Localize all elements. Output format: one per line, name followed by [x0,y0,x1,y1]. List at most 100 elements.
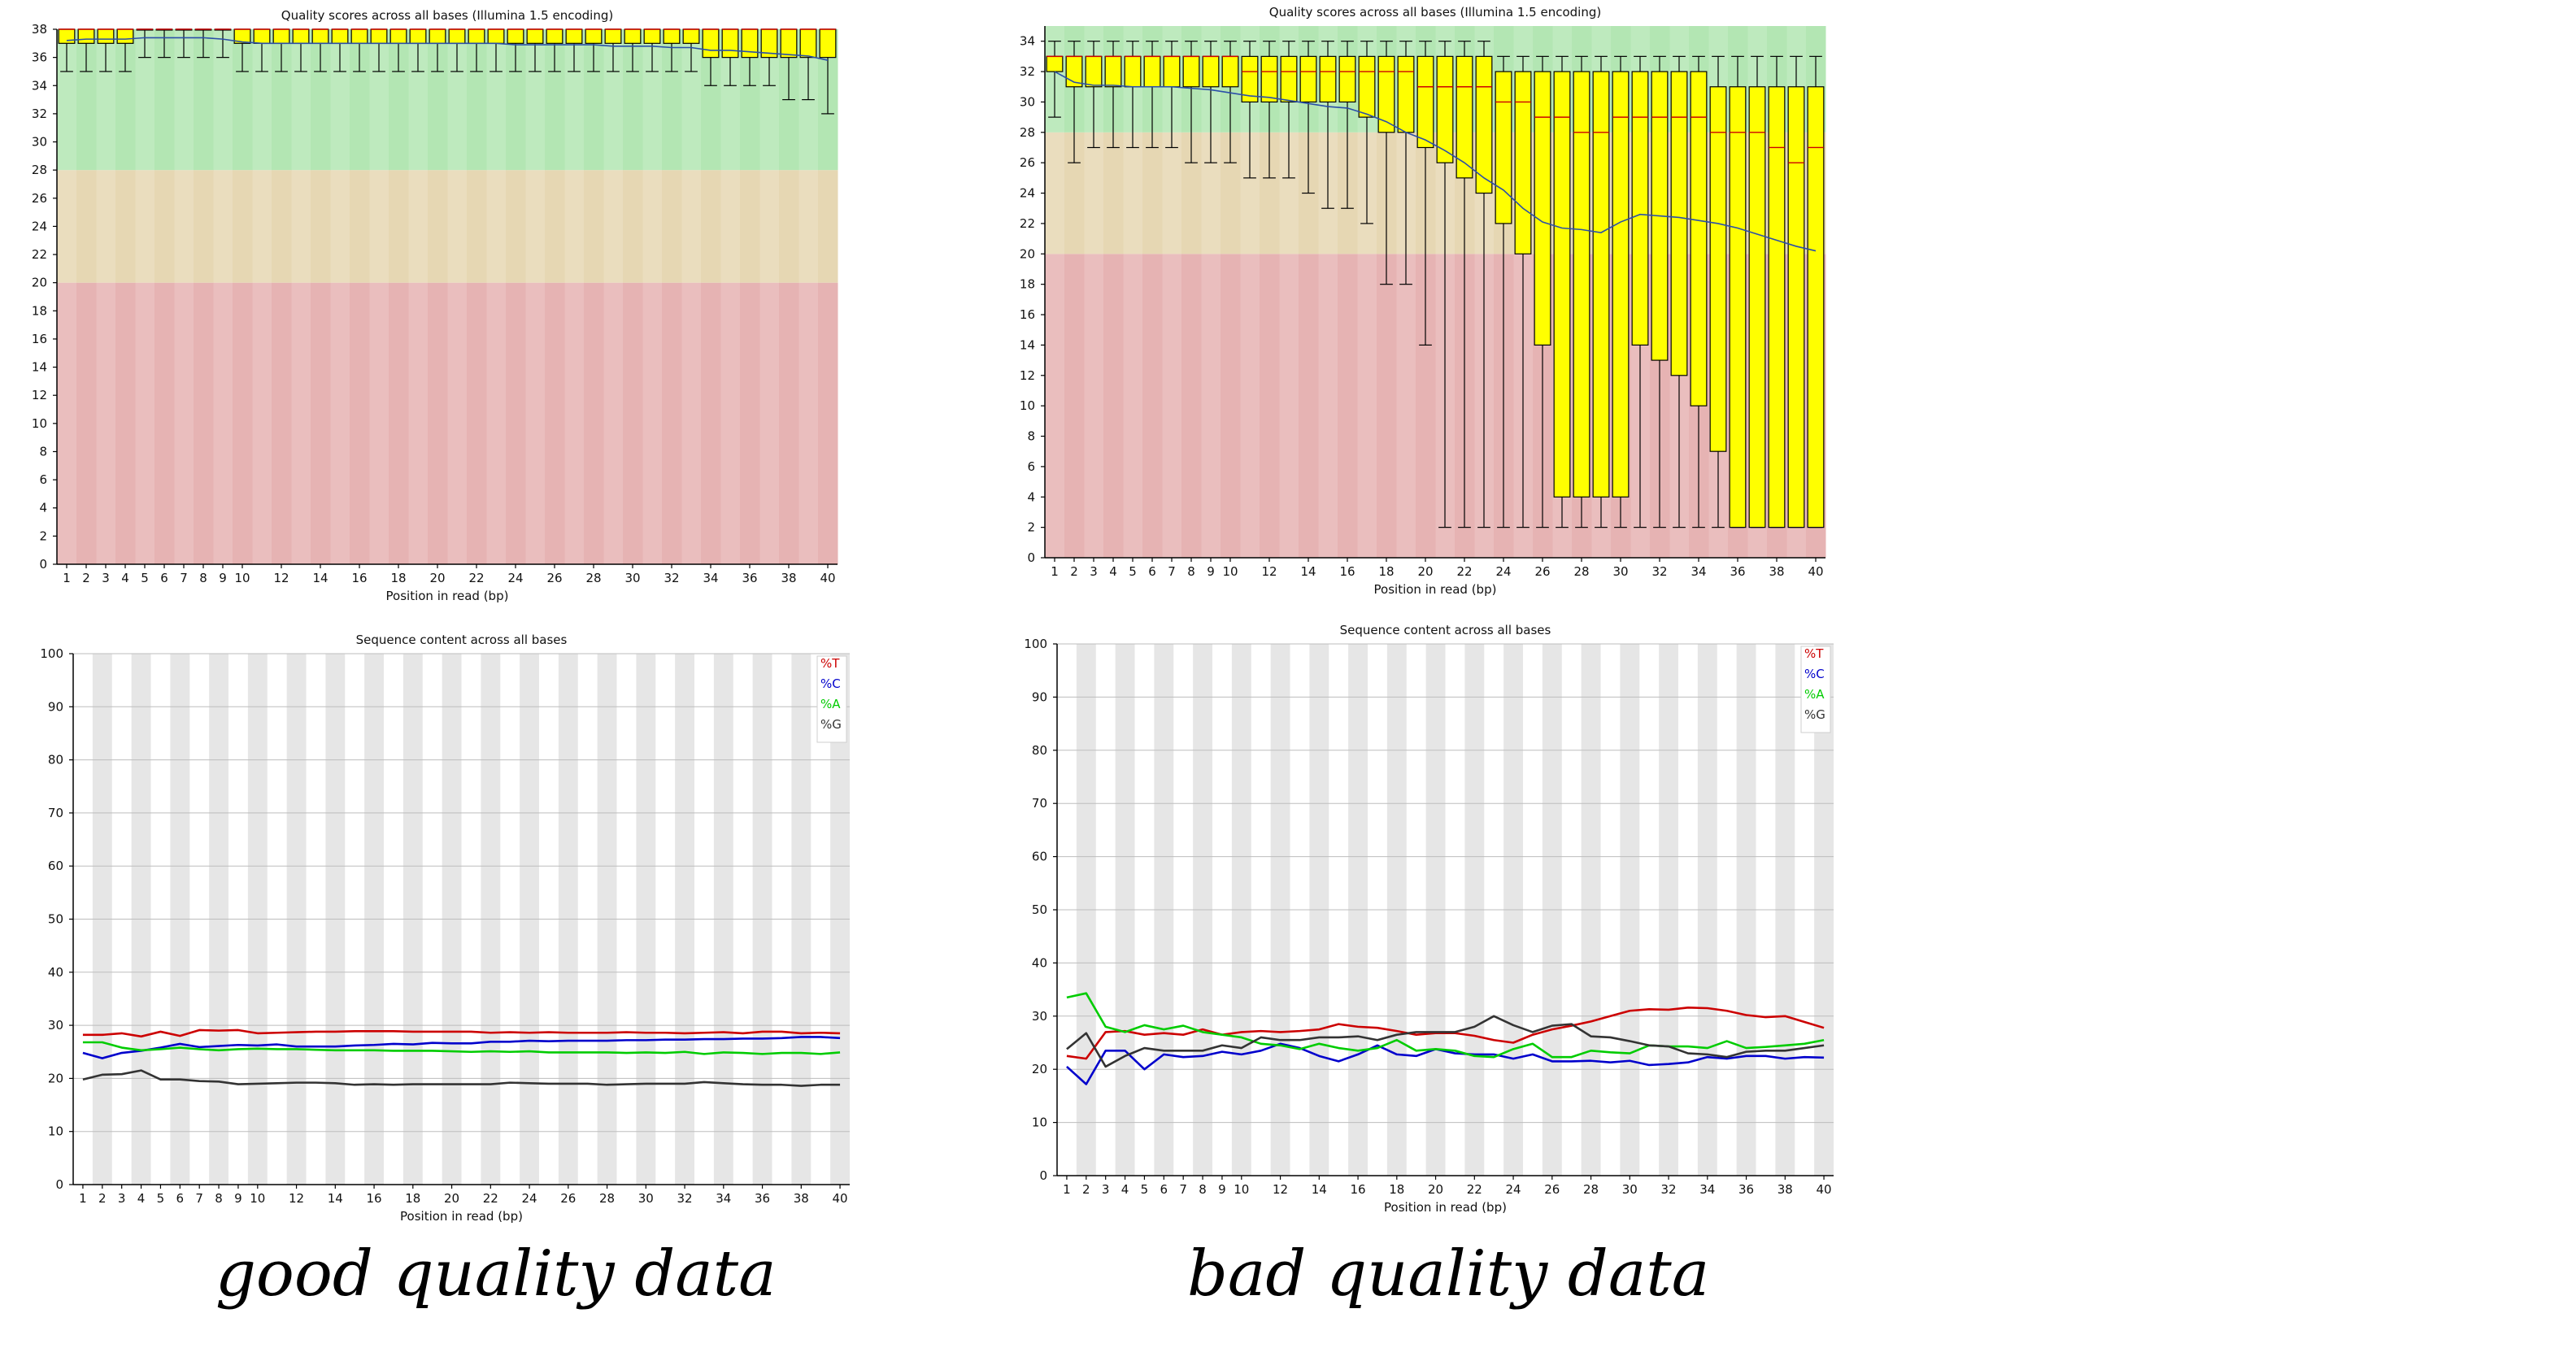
zone-orange-stripe [545,170,565,283]
quality-box [1709,86,1727,452]
zone-orange-stripe [389,170,409,283]
zone-orange-stripe [584,170,604,283]
x-tick-label-4: 1 [1063,1182,1071,1197]
x-tick-label-4: 24 [1506,1182,1521,1197]
quality-box [799,28,817,59]
zone-orange-stripe [369,170,389,283]
zone-orange-stripe [291,170,311,283]
x-tick-label-3: 26 [560,1191,576,1206]
quality-box [1495,71,1512,224]
x-tick-label-2: 24 [1495,564,1511,579]
zone-red-stripe [154,282,175,564]
zone-orange-stripe [96,170,116,283]
zone-red-stripe [447,282,468,564]
x-tick-label-4: 10 [1234,1182,1249,1197]
zone-red-stripe [1142,254,1163,558]
zone-red-stripe [1377,254,1397,558]
quality-box [1163,55,1181,88]
zone-red-stripe [1103,254,1124,558]
zone-orange-stripe [681,170,702,283]
zone-red-stripe [135,282,155,564]
zone-orange-stripe [779,170,799,283]
quality-box [1397,55,1415,133]
x-tick-label-4: 30 [1622,1182,1638,1197]
x-axis-label-1: Position in read (bp) [386,589,509,603]
zone-orange-stripe [330,170,350,283]
y-tick-label-1: 18 [32,303,47,318]
x-tick-label-2: 4 [1109,564,1117,579]
y-tick-label-3: 50 [48,912,63,927]
x-tick-label-3: 14 [328,1191,343,1206]
y-tick-label-4: 100 [1024,637,1047,651]
y-tick-label-3: 70 [48,806,63,820]
zone-orange-stripe [115,170,136,283]
zone-orange-stripe [408,170,429,283]
x-tick-label-1: 38 [781,571,796,585]
quality-box [663,28,681,44]
zone-red-stripe [1162,254,1182,558]
quality-box [331,28,349,44]
x-tick-label-1: 20 [429,571,445,585]
quality-box [1143,55,1161,88]
zone-red-stripe [1338,254,1358,558]
y-tick-label-4: 90 [1032,689,1047,704]
series-line-G [1066,1015,1825,1068]
quality-box [1436,55,1454,163]
chart-title-3: Sequence content across all bases [356,633,568,647]
quality-box [1124,55,1142,88]
zone-red-stripe [311,282,331,564]
x-tick-label-4: 8 [1199,1182,1207,1197]
zone-orange-stripe [818,170,838,283]
zone-red-stripe [759,282,780,564]
y-tick-label-2: 6 [1027,459,1035,474]
zone-orange-stripe [623,170,643,283]
quality-box [1319,55,1337,103]
series-line-T [1066,1007,1825,1060]
quality-box [1358,55,1376,118]
quality-box [1807,86,1825,528]
y-tick-label-2: 22 [1020,216,1035,231]
quality-box [1241,55,1259,103]
zone-red-stripe [389,282,409,564]
y-tick-label-1: 38 [32,22,47,37]
x-tick-label-1: 12 [273,571,289,585]
zone-red-stripe [1181,254,1202,558]
quality-box [721,28,739,59]
zone-red-stripe [350,282,370,564]
x-tick-label-3: 16 [367,1191,382,1206]
x-tick-label-1: 14 [312,571,328,585]
quality-box [1085,55,1103,88]
zone-red-stripe [1045,254,1065,558]
zone-orange-stripe [428,170,448,283]
y-tick-label-1: 34 [32,78,47,93]
zone-orange-stripe [642,170,663,283]
x-tick-label-2: 20 [1417,564,1433,579]
quality-box [1768,86,1786,528]
x-tick-label-3: 10 [250,1191,265,1206]
quality-box [1612,71,1630,498]
x-tick-label-1: 8 [199,571,207,585]
zone-red-stripe [798,282,819,564]
series-line-A [1066,992,1825,1059]
series-line-G [82,1069,841,1087]
x-tick-label-3: 2 [98,1191,107,1206]
zone-red-stripe [1201,254,1221,558]
quality-box [1202,55,1220,88]
x-tick-label-4: 38 [1778,1182,1793,1197]
x-tick-label-2: 26 [1534,564,1550,579]
quality-box [350,28,368,44]
y-tick-label-1: 6 [39,472,47,487]
zone-red-stripe [330,282,350,564]
mean-quality-line [1054,71,1817,252]
quality-box [1104,55,1122,88]
x-tick-label-1: 30 [624,571,640,585]
zone-red-stripe [818,282,838,564]
y-tick-label-2: 20 [1020,246,1035,261]
y-tick-label-4: 40 [1032,955,1047,970]
y-tick-label-3: 40 [48,965,63,980]
y-tick-label-2: 2 [1027,520,1035,535]
x-tick-label-1: 40 [820,571,835,585]
zone-orange-stripe [1162,132,1182,254]
quality-box [1416,55,1434,149]
